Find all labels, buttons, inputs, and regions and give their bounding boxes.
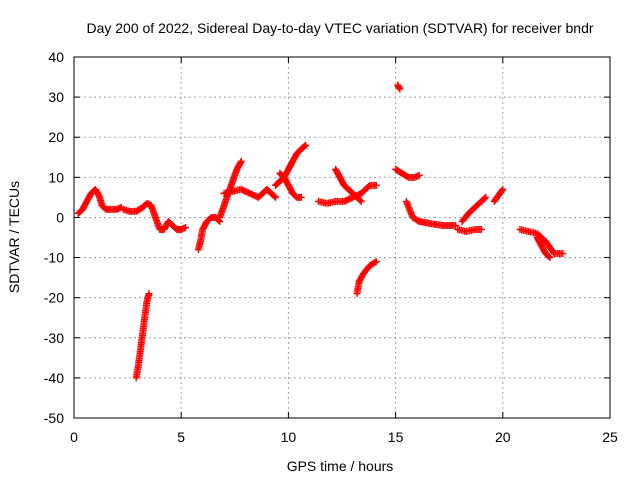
y-tick-label: 30 — [48, 89, 64, 105]
chart-title: Day 200 of 2022, Sidereal Day-to-day VTE… — [86, 20, 593, 36]
plot-frame — [73, 56, 611, 419]
data-point — [272, 193, 280, 201]
y-tick-label: -40 — [44, 370, 64, 386]
x-tick-label: 5 — [177, 429, 185, 445]
data-point — [546, 254, 554, 262]
series-trace-9 — [314, 181, 380, 207]
data-point — [452, 221, 460, 229]
x-tick-label: 25 — [602, 429, 618, 445]
series-trace-14 — [402, 197, 460, 229]
series-trace-10 — [332, 165, 365, 205]
data-point — [482, 193, 490, 201]
y-tick-label: -50 — [44, 410, 64, 426]
series-trace-12 — [394, 81, 404, 93]
y-axis-label: SDTVAR / TECUs — [6, 181, 22, 293]
y-tick-label: 10 — [48, 169, 64, 185]
series-trace-18 — [516, 225, 567, 258]
data-points — [74, 81, 567, 382]
data-point — [498, 187, 506, 195]
y-tick-label: 0 — [56, 209, 64, 225]
series-trace-7 — [272, 141, 310, 189]
series-trace-17 — [490, 185, 507, 205]
series-trace-15 — [454, 225, 485, 235]
data-point — [300, 142, 308, 150]
data-point — [297, 193, 305, 201]
series-trace-3 — [132, 290, 153, 382]
series-trace-13 — [392, 165, 423, 181]
data-point — [356, 196, 364, 204]
axes: 0 5 10 15 20 25 -50 -40 -30 -20 -10 0 10 20 30 40 — [44, 49, 618, 445]
data-point — [396, 85, 404, 93]
x-tick-label: 20 — [495, 429, 511, 445]
data-point — [181, 223, 189, 231]
x-axis-label: GPS time / hours — [287, 458, 394, 474]
series-trace-2 — [119, 199, 189, 233]
series-trace-1 — [74, 185, 125, 217]
y-tick-label: -10 — [44, 250, 64, 266]
y-tick-label: 40 — [48, 49, 64, 65]
data-point — [499, 185, 507, 193]
data-point — [237, 157, 245, 165]
grid-lines — [74, 57, 610, 418]
series-trace-11 — [353, 258, 380, 298]
data-point — [357, 197, 365, 205]
series-trace-16 — [458, 193, 490, 225]
series-trace-4 — [194, 213, 224, 254]
series-trace-6 — [220, 185, 280, 201]
series-trace-8 — [276, 169, 305, 201]
x-tick-label: 15 — [388, 429, 404, 445]
data-point — [237, 159, 245, 167]
data-point — [145, 290, 153, 298]
data-point — [372, 258, 380, 266]
series-trace-19 — [533, 234, 554, 262]
data-point — [302, 141, 310, 149]
data-point — [545, 253, 553, 261]
data-point — [559, 250, 567, 258]
data-point — [415, 171, 423, 179]
data-point — [395, 84, 403, 92]
y-tick-label: -20 — [44, 290, 64, 306]
data-point — [477, 225, 485, 233]
data-point — [270, 192, 278, 200]
data-point — [371, 258, 379, 266]
y-tick-label: -30 — [44, 330, 64, 346]
data-point — [480, 195, 488, 203]
data-point — [372, 181, 380, 189]
y-tick-label: 20 — [48, 129, 64, 145]
x-tick-label: 0 — [70, 429, 78, 445]
x-tick-label: 10 — [281, 429, 297, 445]
